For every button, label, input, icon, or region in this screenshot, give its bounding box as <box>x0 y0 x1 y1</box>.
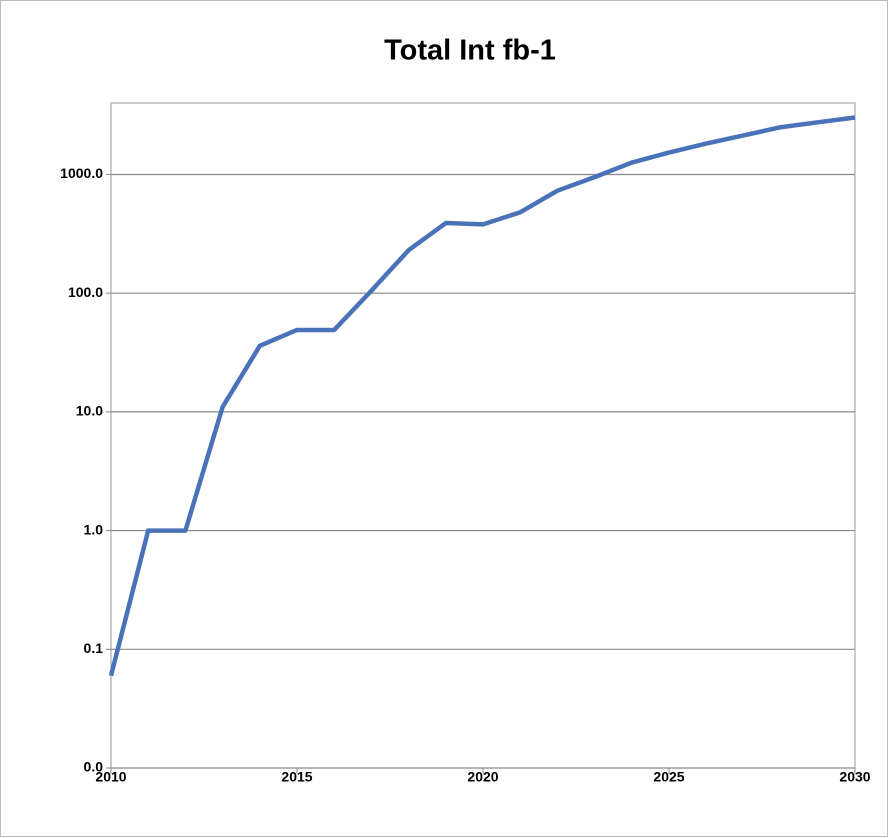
y-tick-label: 0.1 <box>84 640 104 656</box>
y-tick-label: 10.0 <box>76 403 103 419</box>
x-tick-label: 2015 <box>281 769 312 785</box>
y-tick-label: 1000.0 <box>60 165 103 181</box>
x-tick-label: 2020 <box>467 769 498 785</box>
y-tick-label: 0.0 <box>84 759 104 775</box>
plot-area <box>110 102 856 769</box>
data-line <box>108 115 856 677</box>
chart-title: Total Int fb-1 <box>384 35 556 67</box>
x-tick-label: 2025 <box>653 769 684 785</box>
y-tick-label: 100.0 <box>68 284 103 300</box>
x-tick-label: 2030 <box>839 769 870 785</box>
y-tick-label: 1.0 <box>84 521 104 537</box>
x-tick-label: 2010 <box>95 769 126 785</box>
